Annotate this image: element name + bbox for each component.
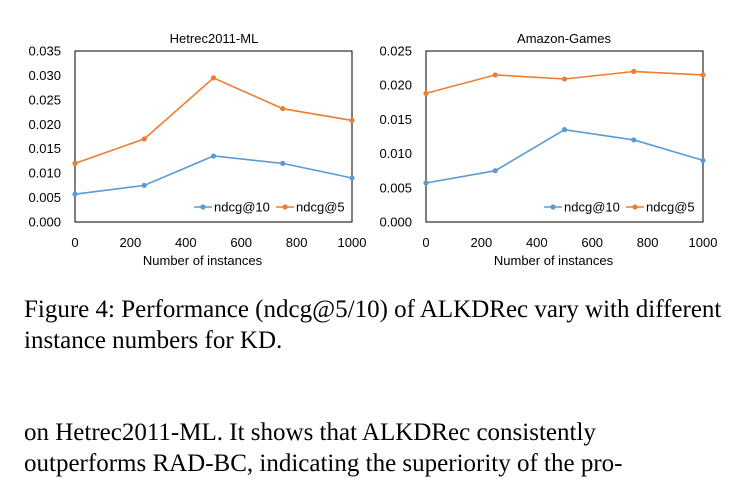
x-tick-label: 200 xyxy=(471,235,493,250)
legend-label: ndcg@5 xyxy=(646,200,695,215)
y-tick-label: 0.015 xyxy=(28,141,61,156)
data-point xyxy=(492,72,498,78)
x-tick-label: 800 xyxy=(637,235,659,250)
series-line-ndcg-at-10 xyxy=(425,128,704,184)
data-point xyxy=(700,72,706,78)
figure-4-charts: Hetrec2011-ML 0.000 0.005 0.010 0.015 0.020 0.… xyxy=(28,31,717,268)
data-point xyxy=(631,137,637,143)
x-tick-label: 600 xyxy=(581,235,603,250)
chart-panel-1: Hetrec2011-ML 0.000 0.005 0.010 0.015 0.020 0.… xyxy=(28,31,366,268)
x-axis-label: Number of instances xyxy=(143,253,263,268)
y-tick-label: 0.025 xyxy=(28,92,61,107)
y-tick-label: 0.020 xyxy=(379,78,412,93)
x-tick-label: 400 xyxy=(175,235,197,250)
legend-label: ndcg@5 xyxy=(296,200,345,215)
x-tick-label: 0 xyxy=(71,235,78,250)
y-tick-label: 0.000 xyxy=(379,215,412,230)
x-tick-label: 1000 xyxy=(689,235,718,250)
chart-title: Hetrec2011-ML xyxy=(170,31,259,46)
x-tick-label: 600 xyxy=(230,235,252,250)
legend-swatch-marker xyxy=(632,204,638,210)
chart-panel-2: Amazon-Games 0.000 0.005 0.010 0.015 0.020 0.0… xyxy=(379,31,717,268)
x-tick-label: 200 xyxy=(120,235,142,250)
series-line-ndcg-at-10 xyxy=(74,155,353,195)
data-point xyxy=(492,168,498,174)
y-tick-label: 0.010 xyxy=(379,146,412,161)
plot-frame xyxy=(74,50,353,223)
x-axis-label: Number of instances xyxy=(494,253,614,268)
y-tick-label: 0.025 xyxy=(379,44,412,59)
data-point xyxy=(561,127,568,133)
series-line-ndcg-at-5 xyxy=(74,76,353,165)
y-tick-label: 0.005 xyxy=(28,190,61,205)
y-tick-label: 0.035 xyxy=(28,44,61,59)
series-line-ndcg-at-5 xyxy=(425,70,704,95)
body-line-2: outperforms RAD-BC, indicating the super… xyxy=(24,450,623,477)
y-tick-label: 0.020 xyxy=(28,117,61,132)
y-tick-label: 0.000 xyxy=(28,215,61,230)
data-point xyxy=(280,106,286,112)
data-point xyxy=(349,175,355,181)
x-tick-label: 1000 xyxy=(338,235,367,250)
data-point xyxy=(210,75,217,81)
data-point xyxy=(349,117,355,123)
y-tick-label: 0.005 xyxy=(379,180,412,195)
y-tick-label: 0.010 xyxy=(28,166,61,181)
figure-caption: Figure 4: Performance (ndcg@5/10) of ALK… xyxy=(24,296,722,354)
data-point xyxy=(72,160,78,166)
legend-swatch-marker xyxy=(550,204,556,210)
data-point xyxy=(141,182,147,188)
x-tick-label: 800 xyxy=(286,235,308,250)
legend-label: ndcg@10 xyxy=(564,200,620,215)
body-line-1: on Hetrec2011-ML. It shows that ALKDRec … xyxy=(24,419,596,446)
data-point xyxy=(423,180,429,186)
data-point xyxy=(141,136,147,142)
body-paragraph: on Hetrec2011-ML. It shows that ALKDRec … xyxy=(24,417,724,479)
data-point xyxy=(210,153,217,159)
data-point xyxy=(631,68,637,75)
y-tick-label: 0.015 xyxy=(379,112,412,127)
chart-title: Amazon-Games xyxy=(517,31,611,46)
data-point xyxy=(72,191,78,197)
x-tick-label: 400 xyxy=(526,235,548,250)
data-point xyxy=(280,160,286,166)
plot-frame xyxy=(425,50,704,223)
y-tick-label: 0.030 xyxy=(28,68,61,83)
x-tick-label: 0 xyxy=(422,235,429,250)
legend-swatch-marker xyxy=(200,204,206,210)
data-point xyxy=(423,90,429,97)
legend-swatch-marker xyxy=(282,204,288,210)
data-point xyxy=(561,76,568,82)
data-point xyxy=(700,157,706,164)
legend-label: ndcg@10 xyxy=(214,200,270,215)
